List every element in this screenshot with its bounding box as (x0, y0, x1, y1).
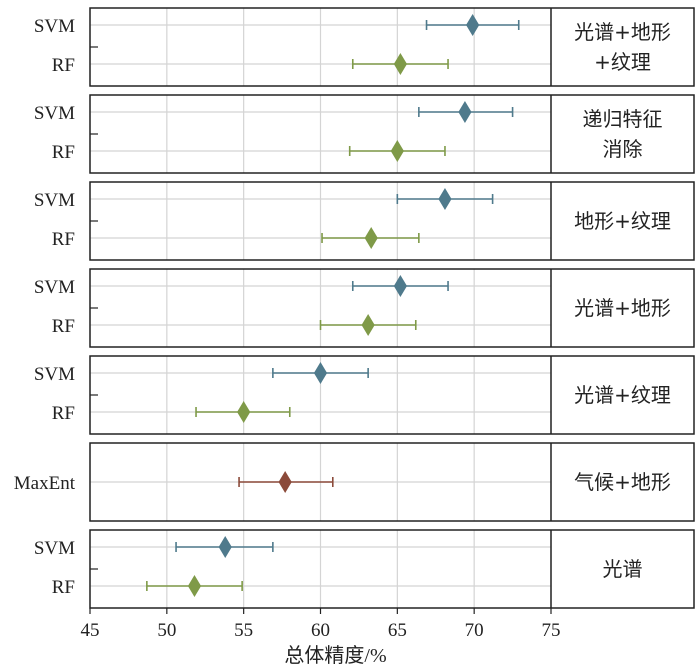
group-label: 气候+地形 (574, 470, 671, 494)
x-tick-label: 70 (465, 620, 484, 641)
panel-frame (89, 442, 695, 522)
x-tick-label: 55 (234, 620, 253, 641)
row-label-svm: SVM (34, 190, 75, 211)
point-marker-svm (466, 14, 480, 36)
row-label-rf: RF (52, 142, 75, 163)
panel-frame (89, 94, 695, 174)
row-label-rf: RF (52, 55, 75, 76)
point-marker-rf (364, 227, 378, 249)
panel-frame (89, 181, 695, 261)
x-tick-label: 50 (157, 620, 176, 641)
point-marker-maxent (278, 471, 292, 493)
x-axis-title: 总体精度/% (284, 644, 386, 667)
group-label: 递归特征 (583, 107, 663, 131)
point-marker-rf (393, 53, 407, 75)
panel-frame (89, 7, 695, 87)
group-label: 地形+纹理 (574, 209, 671, 233)
x-tick-label: 45 (81, 620, 100, 641)
point-marker-svm (393, 275, 407, 297)
point-marker-rf (361, 314, 375, 336)
group-label: +纹理 (594, 50, 651, 74)
row-label-rf: RF (52, 229, 75, 250)
panel-frame (89, 355, 695, 435)
row-label-rf: RF (52, 403, 75, 424)
group-label: 光谱+纹理 (574, 383, 671, 407)
group-label: 消除 (603, 137, 643, 161)
row-label-svm: SVM (34, 277, 75, 298)
group-label: 光谱+地形 (574, 20, 671, 44)
row-label-svm: SVM (34, 103, 75, 124)
row-label-svm: SVM (34, 364, 75, 385)
point-marker-rf (390, 140, 404, 162)
point-marker-svm (218, 536, 232, 558)
point-marker-rf (237, 401, 251, 423)
group-label: 光谱+地形 (574, 296, 671, 320)
x-tick-label: 75 (542, 620, 561, 641)
row-label-maxent: MaxEnt (14, 473, 76, 494)
x-tick-label: 65 (388, 620, 407, 641)
point-marker-rf (187, 575, 202, 597)
point-marker-svm (313, 362, 328, 384)
group-label: 光谱 (603, 557, 643, 581)
x-tick-label: 60 (311, 620, 330, 641)
row-label-rf: RF (52, 577, 75, 598)
point-marker-svm (458, 101, 472, 123)
panel-frame (89, 268, 695, 348)
row-label-svm: SVM (34, 16, 75, 37)
panel-frame (89, 529, 695, 609)
row-label-rf: RF (52, 316, 75, 337)
row-label-svm: SVM (34, 538, 75, 559)
point-marker-svm (438, 188, 452, 210)
